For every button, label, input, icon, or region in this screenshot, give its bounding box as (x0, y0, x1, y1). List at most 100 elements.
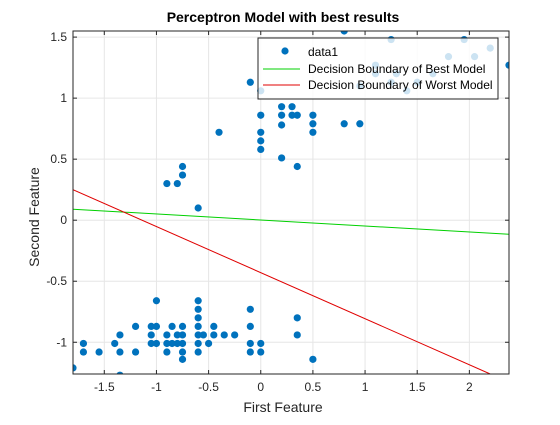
data-point (257, 145, 265, 153)
data-point (73, 364, 77, 372)
data-point (340, 120, 348, 128)
legend: data1 Decision Boundary of Best Model De… (257, 37, 499, 100)
data-point (147, 322, 155, 330)
data-point (309, 128, 317, 136)
data-point (309, 120, 317, 128)
y-tick-label: -0.5 (46, 274, 67, 288)
data-point (278, 103, 286, 111)
x-tick-label: 0 (257, 380, 264, 394)
data-point (178, 331, 187, 339)
data-point (178, 355, 187, 363)
data-point (79, 348, 88, 356)
data-point (278, 154, 286, 162)
x-axis-label: First Feature (243, 399, 323, 415)
data-point (199, 331, 207, 339)
data-point (131, 348, 140, 356)
data-point (257, 348, 265, 356)
data-point (257, 137, 265, 145)
legend-marker-data1 (281, 47, 289, 55)
data-point (293, 111, 301, 119)
legend-label-data1: data1 (308, 45, 338, 59)
data-point (178, 171, 187, 179)
data-point (288, 103, 296, 111)
data-point (215, 128, 223, 136)
data-point (178, 339, 187, 348)
data-point (152, 339, 161, 348)
data-point (246, 348, 254, 356)
y-tick-label: 1.5 (50, 30, 67, 44)
data-point (210, 322, 218, 330)
data-point (147, 331, 155, 339)
data-point (220, 331, 228, 339)
x-tick-label: 1.5 (409, 380, 426, 394)
x-tick-label: -0.5 (198, 380, 219, 394)
data-point (309, 111, 317, 119)
data-point (505, 61, 509, 69)
best-model-boundary-line (73, 208, 509, 235)
data-point (173, 339, 181, 348)
data-point (178, 162, 187, 171)
data-point (79, 339, 88, 348)
y-tick-label: 0 (60, 213, 67, 227)
data-point (205, 339, 213, 348)
plot-area (73, 31, 509, 374)
x-tick-label: -1.5 (94, 380, 115, 394)
data-point (194, 297, 202, 305)
chart-title: Perceptron Model with best results (167, 9, 400, 25)
legend-label-best: Decision Boundary of Best Model (308, 62, 485, 76)
data-point (210, 331, 218, 339)
data-point (231, 331, 239, 339)
axes: -1.5 -1 -0.5 0 0.5 1 1.5 2 -1 -0.5 0 0.5 1 1.5 (46, 30, 510, 394)
y-tick-label: 1 (60, 91, 67, 105)
data-point (340, 31, 348, 35)
data-point (257, 339, 265, 348)
data-point (116, 371, 124, 374)
y-axis-label: Second Feature (26, 167, 42, 267)
data-point (178, 348, 187, 356)
data-point (293, 314, 301, 322)
y-tick-label: -1 (56, 335, 67, 349)
data-point (116, 348, 124, 356)
axes-box (72, 30, 510, 375)
data-point (173, 331, 181, 339)
data-point (278, 111, 286, 119)
data-point (163, 339, 171, 348)
data-point (246, 305, 254, 313)
worst-model-boundary-line (73, 189, 491, 374)
data-point (163, 179, 171, 188)
data-point (293, 162, 301, 171)
data-point (152, 322, 161, 330)
data-point (163, 348, 171, 356)
y-tick-label: 0.5 (50, 152, 67, 166)
data-point (194, 314, 202, 322)
x-tick-label: 2 (466, 380, 473, 394)
data-point (288, 111, 296, 119)
data-point (95, 348, 103, 356)
data-point (257, 128, 265, 136)
data-point (194, 322, 202, 330)
x-tick-label: -1 (151, 380, 162, 394)
data-point (356, 120, 364, 128)
data-point (246, 78, 254, 86)
data-point (194, 339, 202, 348)
data-point (246, 322, 254, 330)
data-point (278, 121, 286, 129)
data-point (168, 339, 176, 348)
data-point (168, 322, 176, 330)
data-point (293, 331, 301, 339)
data-point (111, 339, 119, 348)
data-point (194, 331, 202, 339)
data-point (246, 339, 254, 348)
data-point (257, 111, 265, 119)
legend-label-worst: Decision Boundary of Worst Model (308, 78, 493, 92)
data-point (152, 297, 161, 305)
data-point (147, 339, 155, 348)
data-point (173, 179, 181, 188)
x-tick-label: 0.5 (305, 380, 322, 394)
data-point (194, 305, 202, 313)
x-tick-label: 1 (362, 380, 369, 394)
data-point (194, 348, 202, 356)
plot-series (73, 31, 509, 374)
